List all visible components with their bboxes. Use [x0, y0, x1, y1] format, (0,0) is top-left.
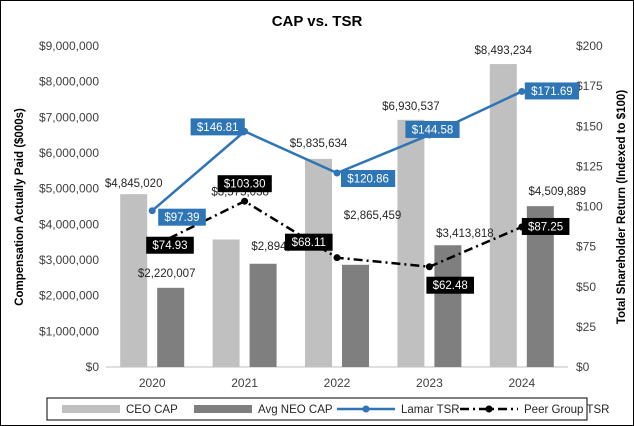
y-tick-label: $7,000,000	[39, 110, 99, 124]
ceo-cap-bar	[212, 239, 240, 367]
y-tick-label: $8,000,000	[39, 75, 99, 89]
x-tick-label: 2024	[508, 376, 535, 390]
y-tick-label: $3,000,000	[39, 253, 99, 267]
legend-avg-neo-cap-swatch	[194, 405, 252, 413]
x-tick-label: 2021	[231, 376, 258, 390]
lamar-tsr-point	[333, 169, 341, 177]
ceo-cap-value-label: $5,835,634	[290, 138, 348, 150]
y2-tick-label: $200	[576, 39, 603, 53]
y-tick-label: $6,000,000	[39, 146, 99, 160]
y-tick-label: $4,000,000	[39, 217, 99, 231]
ceo-cap-value-label: $4,845,020	[105, 178, 163, 190]
avg-neo-cap-bar	[157, 287, 185, 367]
avg-neo-cap-bar	[249, 263, 277, 367]
lamar-tsr-value-label: $146.81	[197, 122, 239, 134]
lamar-tsr-value-label-bg	[405, 120, 460, 138]
y2-axis-label: Total Shareholder Return (Indexed to $10…	[616, 90, 628, 324]
peer-group-tsr-point	[241, 197, 249, 205]
legend-lamar-tsr-marker	[362, 405, 370, 413]
x-tick-label: 2022	[324, 376, 351, 390]
y-tick-label: $1,000,000	[39, 324, 99, 338]
peer-group-tsr-value-label: $74.93	[152, 240, 187, 252]
x-tick-label: 2020	[139, 376, 166, 390]
peer-group-tsr-value-label-bg	[146, 236, 194, 254]
y2-tick-label: $0	[576, 360, 590, 374]
avg-neo-cap-bar	[342, 264, 369, 367]
peer-group-tsr-point	[425, 263, 433, 271]
legend-avg-neo-cap-label: Avg NEO CAP	[258, 404, 333, 416]
lamar-tsr-value-label-bg	[158, 208, 206, 226]
legend-lamar-tsr-label: Lamar TSR	[401, 404, 460, 416]
peer-group-tsr-value-label-bg	[426, 276, 474, 294]
peer-group-tsr-value-label: $68.11	[292, 237, 326, 249]
y-tick-label: $0	[86, 360, 100, 374]
lamar-tsr-value-label: $97.39	[164, 212, 199, 224]
ceo-cap-value-label: $6,930,537	[382, 101, 440, 113]
ceo-cap-bar	[489, 64, 517, 368]
ceo-cap-value-label: $8,493,234	[475, 45, 533, 57]
y-tick-label: $9,000,000	[39, 39, 99, 53]
x-tick-label: 2023	[416, 376, 443, 390]
lamar-tsr-value-label-bg	[190, 118, 245, 136]
peer-group-tsr-value-label-bg	[285, 233, 333, 251]
peer-group-tsr-value-label: $87.25	[528, 221, 563, 233]
avg-neo-cap-bar	[434, 245, 462, 367]
lamar-tsr-value-label: $120.86	[347, 174, 389, 186]
legend-box	[46, 397, 588, 421]
avg-neo-cap-value-label: $4,509,889	[529, 186, 587, 198]
y2-tick-label: $25	[576, 320, 596, 334]
legend-ceo-cap-swatch	[62, 405, 120, 413]
lamar-tsr-value-label: $171.69	[531, 86, 573, 98]
peer-group-tsr-point	[333, 254, 341, 262]
y2-tick-label: $100	[576, 200, 603, 214]
lamar-tsr-point	[518, 87, 526, 95]
peer-group-tsr-value-label: $103.30	[224, 179, 266, 191]
legend: CEO CAP Avg NEO CAP Lamar TSR Peer Group TS…	[46, 397, 609, 421]
legend-peer-group-tsr-label: Peer Group TSR	[524, 404, 609, 416]
axes-group: $0 $1,000,000 $2,000,000 $3,000,000 $4,000,0…	[39, 39, 603, 390]
ceo-cap-bar	[305, 158, 332, 367]
y-axis-label: Compensation Actually Paid ($000s)	[14, 108, 26, 306]
lines-group	[148, 87, 526, 271]
peer-group-tsr-value-label-bg	[521, 217, 570, 235]
legend-ceo-cap-label: CEO CAP	[126, 404, 178, 416]
y2-tick-label: $125	[576, 159, 603, 173]
y2-tick-label: $50	[576, 280, 596, 294]
avg-neo-cap-value-label: $3,413,818	[436, 228, 494, 240]
y-tick-label: $2,000,000	[39, 289, 99, 303]
ceo-cap-bar	[397, 119, 425, 367]
avg-neo-cap-value-label: $2,220,007	[138, 268, 196, 280]
y-tick-label: $5,000,000	[39, 182, 99, 196]
lamar-tsr-value-label: $144.58	[412, 124, 454, 136]
y2-tick-label: $175	[576, 79, 603, 93]
lamar-tsr-point	[148, 207, 156, 215]
ceo-cap-bar	[120, 194, 148, 367]
legend-peer-group-tsr-marker	[485, 405, 493, 413]
lamar-tsr-value-label-bg	[524, 82, 579, 100]
lamar-tsr-line	[151, 90, 523, 212]
peer-group-tsr-value-label-bg	[217, 175, 272, 193]
lamar-tsr-value-label-bg	[341, 170, 396, 188]
chart-title: CAP vs. TSR	[272, 13, 363, 30]
data-labels-group: $4,845,020$2,220,007$3,575,038$2,894,741…	[105, 45, 586, 294]
y2-tick-label: $75	[576, 240, 596, 254]
avg-neo-cap-value-label: $2,865,459	[344, 210, 402, 222]
y2-tick-label: $150	[576, 119, 603, 133]
peer-group-tsr-value-label: $62.48	[433, 280, 468, 292]
